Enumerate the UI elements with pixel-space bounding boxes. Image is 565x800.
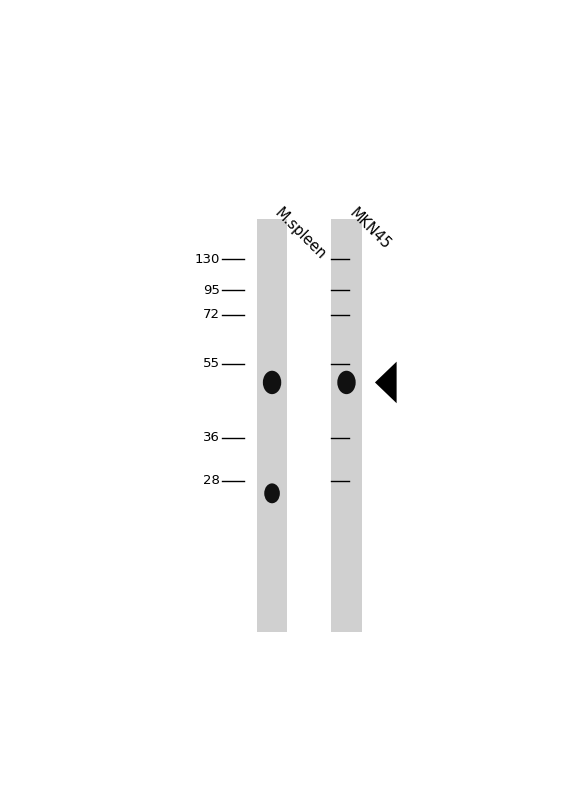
Text: 28: 28: [203, 474, 219, 487]
Text: 72: 72: [202, 308, 219, 321]
Text: M.spleen: M.spleen: [272, 206, 329, 262]
Ellipse shape: [337, 370, 356, 394]
Text: 95: 95: [203, 283, 219, 297]
Bar: [331, 219, 362, 632]
Text: 55: 55: [202, 358, 219, 370]
Ellipse shape: [263, 370, 281, 394]
Text: 36: 36: [203, 431, 219, 444]
Text: MKN45: MKN45: [346, 206, 393, 253]
Ellipse shape: [264, 483, 280, 503]
Bar: [257, 219, 288, 632]
Polygon shape: [375, 362, 397, 403]
Text: 130: 130: [194, 253, 219, 266]
